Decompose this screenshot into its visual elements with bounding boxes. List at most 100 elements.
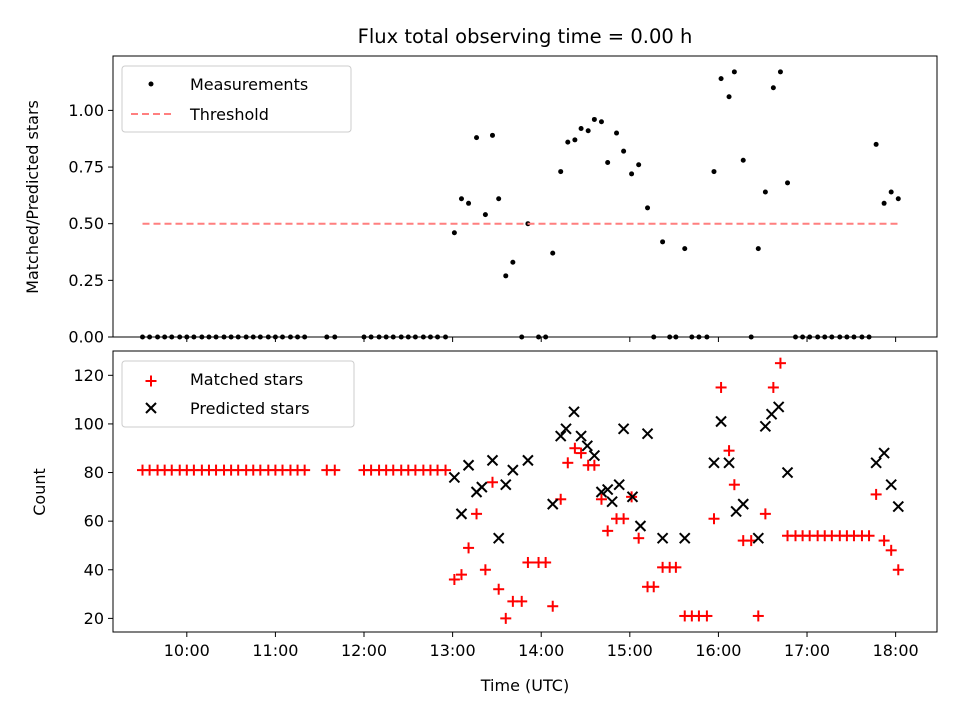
predicted-stars-point <box>708 457 720 469</box>
matched-stars-point <box>562 457 574 469</box>
x-tick-label: 16:00 <box>695 641 741 660</box>
measurement-point <box>711 169 717 175</box>
measurement-point <box>614 130 620 136</box>
measurement-point <box>578 126 584 132</box>
matched-stars-point <box>767 381 779 393</box>
matched-stars-point <box>633 532 645 544</box>
y-tick-label: 20 <box>84 609 104 628</box>
matched-stars-point <box>486 476 498 488</box>
predicted-stars-point <box>462 459 475 471</box>
measurement-point <box>482 212 488 218</box>
predicted-stars-point <box>554 430 567 442</box>
matched-stars-point <box>595 493 607 505</box>
predicted-stars-point <box>492 532 505 544</box>
measurement-point <box>888 189 894 195</box>
predicted-stars-point <box>581 440 593 452</box>
matched-stars-point <box>479 564 491 576</box>
measurement-point <box>636 162 642 168</box>
predicted-stars-point <box>634 520 647 532</box>
matched-stars-point <box>540 556 552 568</box>
legend-predicted-label: Predicted stars <box>190 399 310 418</box>
predicted-stars-point <box>522 454 534 467</box>
measurement-point <box>770 85 776 91</box>
y-tick-label: 0.25 <box>68 271 104 290</box>
x-tick-label: 15:00 <box>607 641 653 660</box>
predicted-stars-point <box>870 457 882 469</box>
matched-stars-point <box>455 569 467 581</box>
predicted-stars-point <box>560 423 572 435</box>
x-axis-label: Time (UTC) <box>480 676 569 695</box>
predicted-stars-point <box>737 498 749 510</box>
predicted-stars-point <box>613 478 625 491</box>
bottom-legend: Matched stars Predicted stars <box>121 360 355 428</box>
measurement-point <box>550 250 556 256</box>
top-legend-box <box>121 65 352 133</box>
predicted-stars-point <box>507 464 519 476</box>
x-tick-label: 14:00 <box>518 641 564 660</box>
matched-stars-point <box>440 464 452 476</box>
legend-measurements-marker <box>148 81 154 87</box>
measurement-point <box>895 196 901 202</box>
y-tick-label: 0.50 <box>68 214 104 233</box>
measurement-point <box>466 200 472 206</box>
predicted-stars-point <box>500 478 512 491</box>
matched-stars-point <box>715 381 727 393</box>
legend-predicted-marker <box>145 402 157 414</box>
predicted-stars-point <box>885 478 897 491</box>
predicted-stars-point <box>617 423 630 435</box>
top-x-ticks <box>186 337 897 342</box>
matched-stars-point <box>701 610 713 622</box>
bottom-plot-area <box>137 357 904 624</box>
predicted-stars-point <box>641 427 654 440</box>
measurement-point <box>510 259 516 265</box>
measurement-point <box>598 119 604 125</box>
matched-stars-point <box>493 583 505 595</box>
matched-stars-point <box>618 513 630 525</box>
x-tick-label: 10:00 <box>164 641 210 660</box>
x-tick-label: 13:00 <box>430 641 476 660</box>
x-tick-label: 11:00 <box>252 641 298 660</box>
measurement-point <box>740 157 746 163</box>
predicted-stars-point <box>547 498 559 510</box>
predicted-stars-point <box>772 401 785 413</box>
predicted-stars-point <box>595 486 608 498</box>
matched-stars-point <box>522 556 534 568</box>
y-tick-label: 1.00 <box>68 101 104 120</box>
measurement-point <box>718 76 724 82</box>
matched-stars-point <box>500 612 512 624</box>
predicted-stars-point <box>588 449 601 462</box>
matched-stars-point <box>463 542 475 554</box>
bottom-axes: 20 40 60 80 100 120 10:00 11:00 12:00 13:00 14:00… <box>30 350 938 695</box>
bottom-legend-box <box>121 360 355 428</box>
legend-matched-label: Matched stars <box>190 370 303 389</box>
bottom-x-ticks: 10:00 11:00 12:00 13:00 14:00 15:00 16:00 17:00… <box>164 632 919 660</box>
predicted-stars-point <box>679 532 691 544</box>
measurement-point <box>755 246 761 252</box>
matched-stars-point <box>885 544 897 556</box>
measurement-point <box>458 196 464 202</box>
matched-stars-point <box>329 464 341 476</box>
measurement-point <box>621 148 627 154</box>
matched-stars-point <box>774 357 786 369</box>
predicted-stars-point <box>626 491 639 503</box>
y-tick-label: 120 <box>73 366 104 385</box>
measurement-point <box>762 189 768 195</box>
top-y-axis-label: Matched/Predicted stars <box>23 100 42 294</box>
predicted-stars-point <box>892 500 904 513</box>
y-tick-label: 0.00 <box>68 328 104 347</box>
measurement-point <box>785 180 791 186</box>
measurement-point <box>645 205 651 211</box>
measurement-point <box>726 94 732 100</box>
matched-stars-point <box>575 447 587 459</box>
bottom-axes-frame <box>112 350 938 633</box>
matched-stars-point <box>547 600 559 612</box>
measurement-point <box>503 273 509 279</box>
predicted-stars-point <box>715 415 727 428</box>
measurement-point <box>682 246 688 252</box>
matched-stars-point <box>708 513 720 525</box>
legend-measurements-label: Measurements <box>190 75 308 94</box>
measurement-point <box>585 128 591 134</box>
predicted-stars-point <box>568 406 580 418</box>
predicted-stars-point <box>656 532 669 544</box>
